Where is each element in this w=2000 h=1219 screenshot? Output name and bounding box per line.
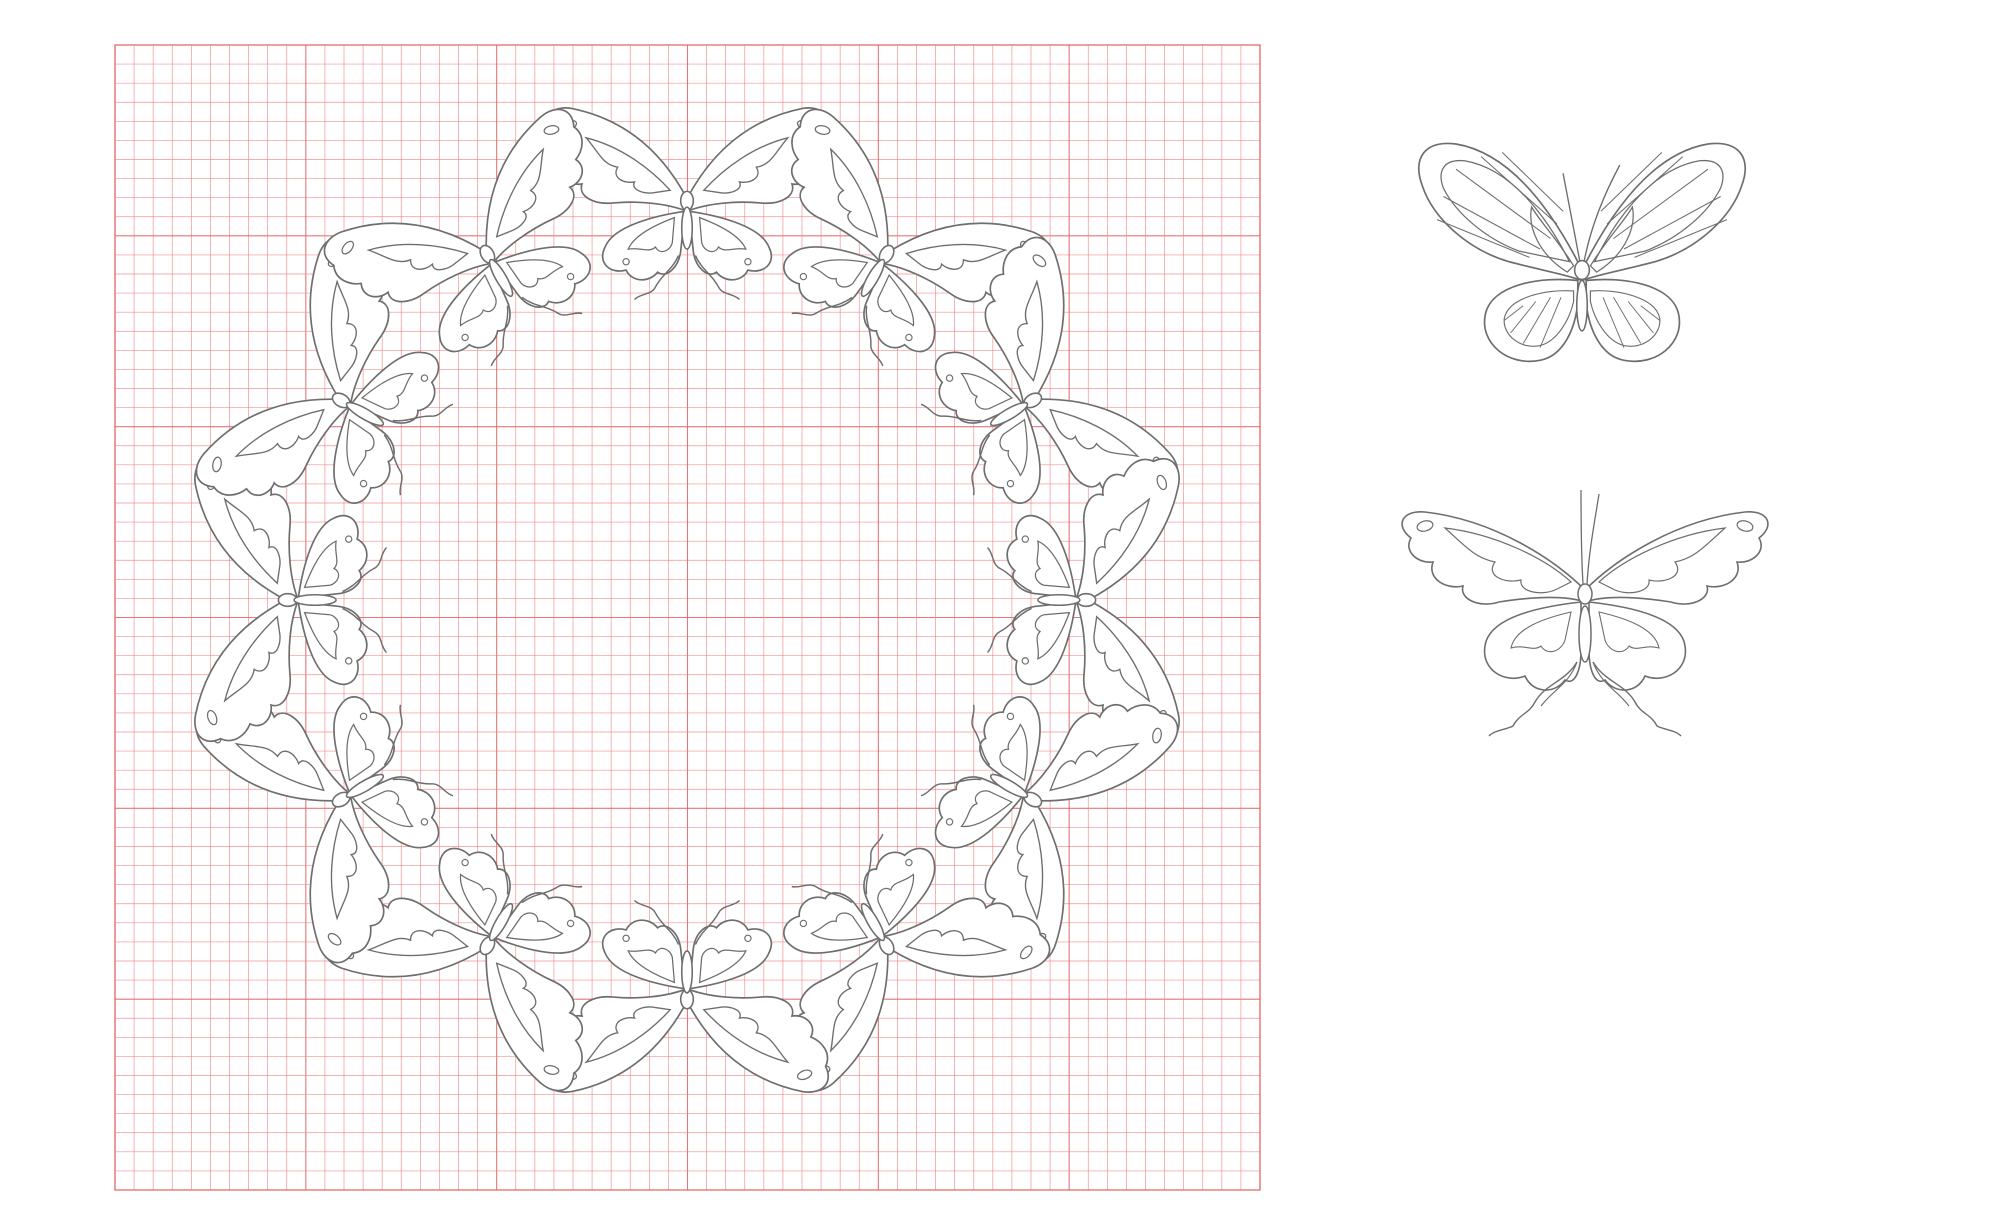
butterfly-variant-2 (1401, 489, 1769, 737)
reference-motifs (1401, 142, 1769, 737)
butterfly-variant-1 (1417, 142, 1747, 363)
